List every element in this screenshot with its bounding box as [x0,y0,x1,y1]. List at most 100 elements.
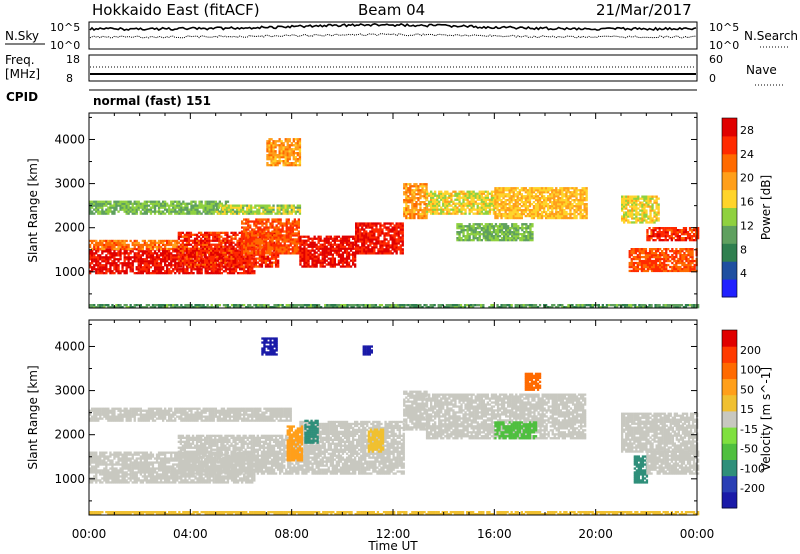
data-region [633,455,649,484]
power-panel: 1000 2000 3000 4000 Slant Range [km] [26,112,700,309]
colorbar-swatch [722,427,737,444]
noise-panel-frame [88,21,698,50]
data-region [89,200,230,215]
colorbar-swatch [722,118,737,137]
colorbar-swatch [722,491,737,509]
freq-panel-frame [88,54,698,82]
data-region [261,337,278,356]
data-region [89,304,700,309]
power-colorbar: 4 8 12 16 20 24 28 Power [dB] [721,117,773,298]
data-region [177,231,280,268]
x-tick-label: 04:00 [173,527,208,541]
colorbar-swatch [722,378,737,396]
x-tick-label: 16:00 [477,527,512,541]
nsearch-trace [89,33,697,39]
velocity-colorbar: 200 100 50 15 -15 -50 -100 -200 Velocity [m s^-1… [721,329,773,509]
data-region [367,428,385,453]
colorbar-tick-label: 4 [740,267,747,280]
y-tick-label: 3000 [54,384,85,398]
colorbar-tick-label: 16 [740,196,754,209]
noise-tick-low-left: 10^0 [50,39,80,52]
noise-traces [89,22,697,39]
y-tick-label: 4000 [54,132,85,146]
colorbar-tick-label: 100 [740,364,761,377]
colorbar-swatch [722,459,737,477]
colorbar-frame [721,117,738,298]
data-region [425,190,496,215]
power-data [89,138,700,309]
data-region [177,434,300,475]
colorbar-swatch [722,135,737,155]
freq-unit: [MHz] [5,67,40,81]
colorbar-tick-label: 28 [740,124,754,137]
colorbar-swatch [722,279,737,298]
x-tick-label: 20:00 [578,527,613,541]
time-axis: 00:00 04:00 08:00 12:00 16:00 20:00 00:00 [72,527,715,541]
beam-title: Beam 04 [358,1,425,19]
colorbar-frame [721,329,738,509]
colorbar-tick-label: -200 [740,482,765,495]
cpid-value: normal (fast) 151 [93,94,211,108]
data-region [299,420,405,475]
colorbar-tick-label: -100 [740,462,765,475]
colorbar-tick-label: -50 [740,443,758,456]
data-region [494,187,588,220]
freq-tick-high: 18 [66,53,80,66]
nsky-trace [89,22,697,32]
data-region [646,227,700,242]
colorbar-tick-label: 12 [740,219,754,232]
colorbar-swatch [722,225,737,244]
y-tick-label: 2000 [54,428,85,442]
x-axis-label: Time UT [367,539,418,553]
freq-label: Freq. [5,53,35,67]
colorbar-swatch [722,330,737,347]
colorbar-tick-label: -15 [740,423,758,436]
colorbar-swatch [722,171,737,191]
x-tick-label: 00:00 [680,527,715,541]
noise-tick-high-right: 10^5 [709,21,739,34]
colorbar-swatch [722,207,737,226]
data-region [628,248,698,273]
data-region [266,138,302,167]
colorbar-label: Power [dB] [759,175,773,240]
data-region [403,390,428,431]
colorbar-label: Velocity [m s^-1] [759,367,773,471]
x-tick-label: 08:00 [274,527,309,541]
data-region [621,195,660,224]
colorbar-tick-label: 15 [740,403,754,416]
data-region [304,419,319,444]
nave-label: Nave [746,63,777,77]
colorbar-swatch [722,243,737,262]
data-region [646,450,700,475]
nave-tick-low: 0 [709,72,716,85]
colorbar-tick-label: 50 [740,383,754,396]
y-tick-label: 1000 [54,472,85,486]
velocity-data [89,337,700,516]
data-region [89,239,179,251]
data-region [215,204,302,215]
colorbar-swatch [722,410,737,428]
colorbar-tick-label: 20 [740,172,754,185]
colorbar-swatch [722,261,737,280]
data-region [362,345,373,356]
colorbar-tick-label: 24 [740,148,754,161]
data-region [241,218,300,255]
data-region [403,183,428,220]
colorbar-swatch [722,394,737,412]
data-region [355,222,404,255]
y-axis-label: Slant Range [km] [26,365,40,469]
data-region [299,235,357,268]
nsearch-label: N.Search [744,29,798,43]
colorbar-swatch [722,362,737,380]
colorbar-tick-label: 200 [740,344,761,357]
nsky-label: N.Sky [5,29,39,43]
y-tick-label: 2000 [54,221,85,235]
colorbar-swatch [722,475,737,493]
data-region [89,407,292,422]
y-tick-label: 3000 [54,177,85,191]
colorbar-swatch [722,189,737,208]
data-region [621,412,699,453]
freq-tick-low: 8 [66,72,73,85]
noise-tick-high-left: 10^5 [50,21,80,34]
